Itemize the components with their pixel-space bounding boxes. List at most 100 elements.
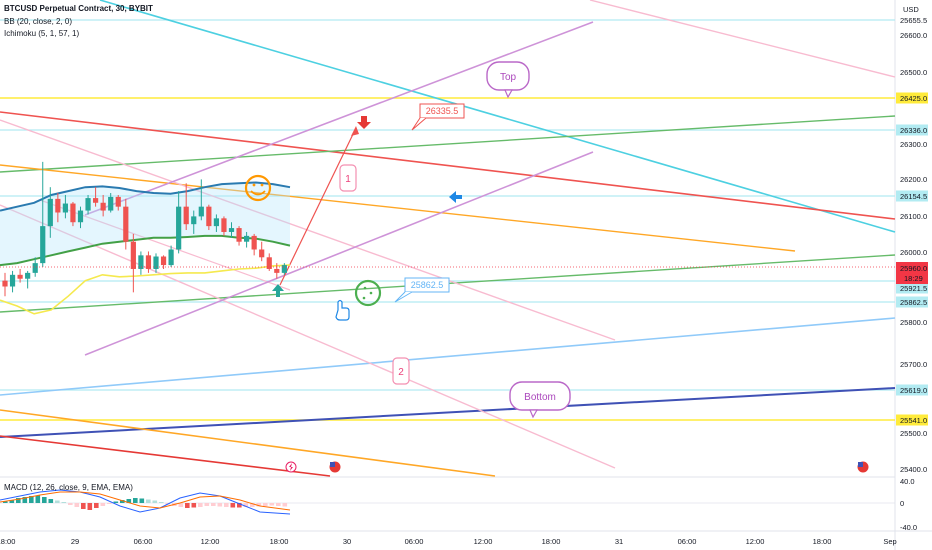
macd-histogram-bar xyxy=(139,498,145,503)
time-tick-label: Sep xyxy=(883,537,896,546)
macd-histogram-bar xyxy=(204,503,210,506)
price-tag-2-label: 25862.5 xyxy=(411,280,444,290)
smiley-mouth-icon xyxy=(250,190,266,196)
candle-body xyxy=(108,196,114,211)
macd-indicator-label[interactable]: MACD (12, 26, close, 9, EMA, EMA) xyxy=(4,483,133,492)
indicator-ichimoku-label[interactable]: Ichimoku (5, 1, 57, 1) xyxy=(4,29,80,38)
macd-histogram-bar xyxy=(217,503,223,507)
trendline-lightblue xyxy=(0,317,896,396)
macd-histogram-bar xyxy=(100,503,106,506)
currency-label[interactable]: USD xyxy=(903,5,919,14)
macd-histogram-bar xyxy=(61,502,67,503)
candle-body xyxy=(191,216,197,225)
macd-histogram-bar xyxy=(146,499,151,503)
candle-body xyxy=(236,228,242,242)
price-tag-label: 25921.5 xyxy=(900,284,927,293)
candle-body xyxy=(160,256,167,266)
candle-body xyxy=(32,263,38,273)
price-tag-2-box xyxy=(404,277,450,293)
trendline-pink-top xyxy=(589,0,896,78)
candle-body xyxy=(183,206,189,225)
price-tag-box xyxy=(896,92,928,104)
macd-histogram-bar xyxy=(263,503,268,506)
macd-histogram-bar xyxy=(55,500,60,503)
dizzy-mouth-icon xyxy=(362,296,366,300)
candle-body xyxy=(85,198,91,211)
candle-body xyxy=(17,274,23,279)
candle-body xyxy=(153,256,159,269)
price-tick-label: 25500.0 xyxy=(900,429,927,438)
macd-histogram-bar xyxy=(94,503,99,508)
macd-pane xyxy=(0,489,895,515)
candle-body xyxy=(266,257,272,269)
candle-body xyxy=(228,228,235,232)
trendline-pink-2 xyxy=(0,204,616,469)
time-tick-label: 29 xyxy=(71,537,79,546)
macd-histogram-bar xyxy=(126,499,132,503)
price-tick-label: 26300.0 xyxy=(900,140,927,149)
time-tick-label: 18:00 xyxy=(813,537,832,546)
price-tag-box xyxy=(896,190,928,202)
candle-body xyxy=(55,198,61,213)
callout-bottom-box xyxy=(509,381,571,411)
indicator-bb-label[interactable]: BB (20, close, 2, 0) xyxy=(4,17,73,26)
callout-top-label: Top xyxy=(500,72,517,83)
time-tick-label: 18:00 xyxy=(542,537,561,546)
candle-body xyxy=(77,210,84,223)
annotations: Top Bottom 1 2 26335.5 25862.5 xyxy=(244,61,870,474)
time-tick-label: 30 xyxy=(343,537,351,546)
left-arrow-marker-icon xyxy=(449,191,462,203)
bb-basis-line xyxy=(0,234,291,267)
time-tick-label: 31 xyxy=(615,537,623,546)
price-tick-label: 26000.0 xyxy=(900,248,927,257)
price-tag-box xyxy=(896,124,928,136)
wave2-box xyxy=(392,357,410,385)
symbol-title: BTCUSD Perpetual Contract, 30, BYBIT xyxy=(4,4,153,13)
macd-histogram-bar xyxy=(22,497,28,503)
trendline-navy xyxy=(0,387,896,438)
candle-body xyxy=(115,196,121,207)
price-tag-1-box xyxy=(419,103,465,119)
price-tick-label-cut: 25655.5 xyxy=(900,16,927,25)
macd-histogram-bar xyxy=(107,503,112,504)
candle-body xyxy=(198,206,204,217)
candle-body xyxy=(221,218,227,232)
macd-histogram-bar xyxy=(35,495,41,503)
macd-histogram-bar xyxy=(237,503,242,508)
macd-histogram-bar xyxy=(198,503,203,507)
drawing-lines xyxy=(0,0,896,477)
trendline-red-lower xyxy=(0,435,331,477)
dizzy-eye-icon-b xyxy=(369,291,373,295)
smiley-face-icon xyxy=(244,174,272,202)
candle-body xyxy=(100,202,106,211)
candle-body xyxy=(70,203,76,223)
price-tag-label: 25862.5 xyxy=(900,298,927,307)
time-tick-label: 18:00 xyxy=(270,537,289,546)
trendline-red xyxy=(0,111,896,220)
trendline-orange-upper xyxy=(0,164,796,252)
macd-histogram-bar xyxy=(16,498,21,503)
pointing-hand-icon xyxy=(335,299,350,321)
time-tick-label: 12:00 xyxy=(474,537,493,546)
candle-body xyxy=(25,272,31,279)
wave1-label: 1 xyxy=(345,174,351,185)
macd-tick-label: 40.0 xyxy=(900,477,915,486)
candle-body xyxy=(62,203,68,213)
price-axis[interactable]: 26600.0 26500.0 26300.0 26200.0 26100.0 26000… xyxy=(0,16,928,474)
ichimoku-lead-line xyxy=(0,264,291,315)
last-price-box xyxy=(896,262,928,284)
candle-body xyxy=(47,198,53,227)
candle-body xyxy=(138,255,144,269)
macd-histogram-bar xyxy=(243,503,249,507)
bb-upper-band xyxy=(0,181,291,212)
signal-line xyxy=(0,491,291,511)
trendline-green-upper xyxy=(0,115,896,173)
candle-body xyxy=(213,218,219,227)
candle-body xyxy=(281,265,287,273)
callout-bottom-tail xyxy=(529,409,539,419)
time-tick-label: 12:00 xyxy=(201,537,220,546)
dizzy-face-icon xyxy=(354,279,382,307)
time-axis[interactable]: 18:00 29 06:00 12:00 18:00 30 06:00 12:00 18:00 3… xyxy=(0,537,897,546)
macd-histogram-bar xyxy=(120,500,125,503)
